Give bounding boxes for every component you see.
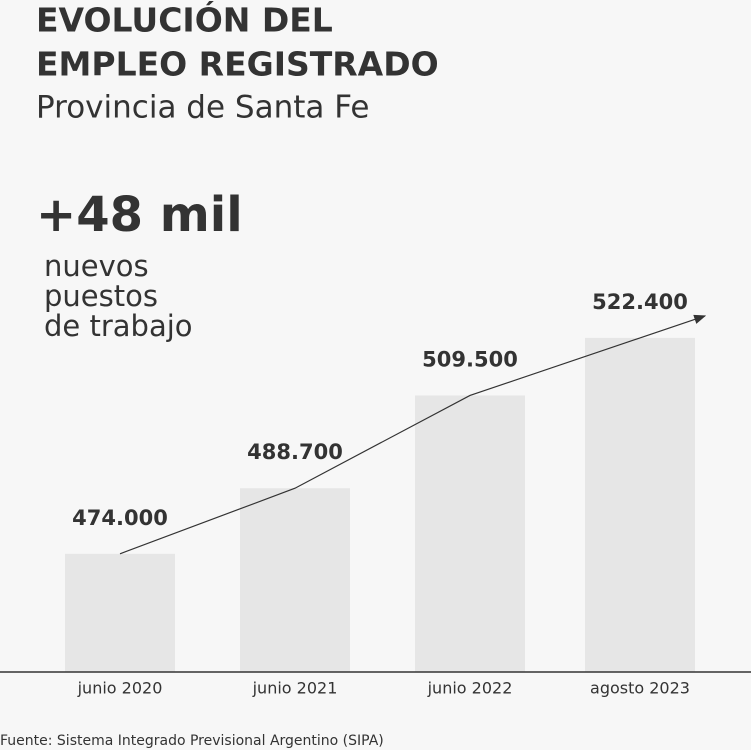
- title-line: EVOLUCIÓN DEL: [36, 0, 333, 40]
- x-tick-label: junio 2020: [77, 679, 163, 698]
- x-tick-label: junio 2022: [427, 679, 513, 698]
- annotation-line: de trabajo: [44, 309, 193, 343]
- annotation-line: nuevos: [44, 249, 149, 283]
- headline: +48 mil: [36, 187, 243, 243]
- value-label: 488.700: [247, 440, 343, 464]
- bar: [240, 488, 350, 672]
- trend-line: [119, 337, 641, 555]
- value-label: 474.000: [72, 506, 168, 530]
- x-tick-label: agosto 2023: [590, 679, 690, 698]
- bar: [415, 395, 525, 672]
- x-tick-label: junio 2021: [252, 679, 338, 698]
- value-label: 522.400: [592, 290, 688, 314]
- value-label: 509.500: [422, 347, 518, 371]
- source: Fuente: Sistema Integrado Previsional Ar…: [0, 733, 384, 749]
- bar: [585, 337, 695, 672]
- trend-arrow: [639, 314, 707, 339]
- title-line: EMPLEO REGISTRADO: [36, 45, 439, 84]
- annotation-line: puestos: [44, 279, 158, 313]
- bar: [65, 553, 175, 672]
- subtitle: Provincia de Santa Fe: [36, 90, 369, 126]
